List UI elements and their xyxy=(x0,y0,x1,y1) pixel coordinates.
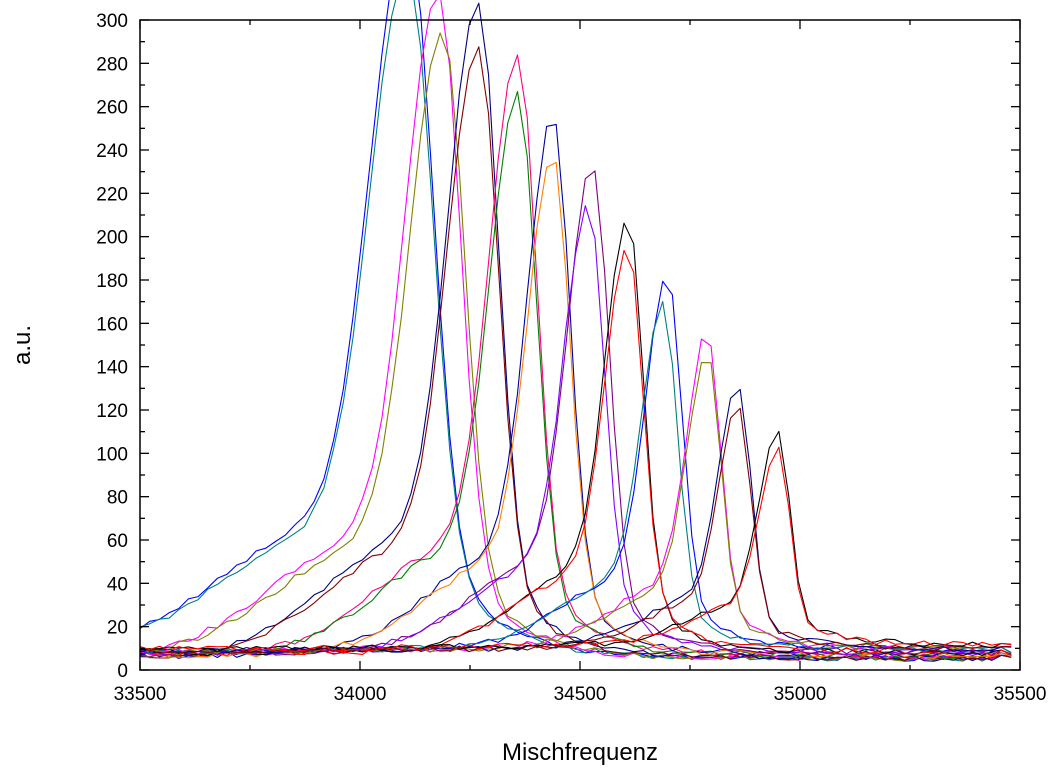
series-layer xyxy=(139,0,1012,662)
y-tick-label: 300 xyxy=(96,11,128,32)
y-tick-label: 20 xyxy=(107,618,128,639)
tick-layer xyxy=(139,19,1021,671)
y-tick-label: 40 xyxy=(107,574,128,595)
plot-frame xyxy=(139,19,1021,671)
series-line-8 xyxy=(139,90,1012,660)
y-tick-label: 0 xyxy=(117,661,128,682)
series-line-22 xyxy=(139,446,1012,653)
y-tick-label: 260 xyxy=(96,98,128,119)
y-tick-label: 180 xyxy=(96,271,128,292)
series-line-1 xyxy=(139,0,1012,662)
x-tick-label: 35000 xyxy=(774,684,827,705)
series-line-21 xyxy=(139,430,1012,652)
x-tick-label: 34000 xyxy=(334,684,387,705)
x-tick-label: 33500 xyxy=(114,684,167,705)
y-tick-label: 160 xyxy=(96,314,128,335)
series-line-13 xyxy=(139,222,1012,657)
series-line-6 xyxy=(139,46,1012,661)
y-tick-label: 140 xyxy=(96,358,128,379)
series-line-7 xyxy=(139,54,1012,660)
series-line-9 xyxy=(139,123,1012,659)
series-line-4 xyxy=(139,32,1012,662)
x-tick-label: 34500 xyxy=(554,684,607,705)
x-axis-label: Mischfrequenz xyxy=(502,739,658,766)
y-tick-label: 60 xyxy=(107,531,128,552)
series-line-17 xyxy=(139,338,1012,655)
series-line-5 xyxy=(139,2,1012,662)
series-line-19 xyxy=(139,388,1012,654)
x-tick-label: 35500 xyxy=(994,684,1047,705)
y-tick-label: 120 xyxy=(96,401,128,422)
tick-labels: 33500 34000 34500 35000 35500 0 20 40 60 80 100 120… xyxy=(96,11,1046,705)
series-line-20 xyxy=(139,407,1012,655)
y-tick-label: 220 xyxy=(96,184,128,205)
y-tick-label: 240 xyxy=(96,141,128,162)
series-line-15 xyxy=(139,280,1012,654)
y-tick-label: 280 xyxy=(96,54,128,75)
y-tick-label: 80 xyxy=(107,488,128,509)
series-line-16 xyxy=(139,300,1012,655)
series-line-3 xyxy=(139,0,1012,662)
series-line-2 xyxy=(139,0,1012,662)
y-tick-label: 200 xyxy=(96,228,128,249)
y-tick-label: 100 xyxy=(96,444,128,465)
y-axis-label: a.u. xyxy=(9,325,36,365)
